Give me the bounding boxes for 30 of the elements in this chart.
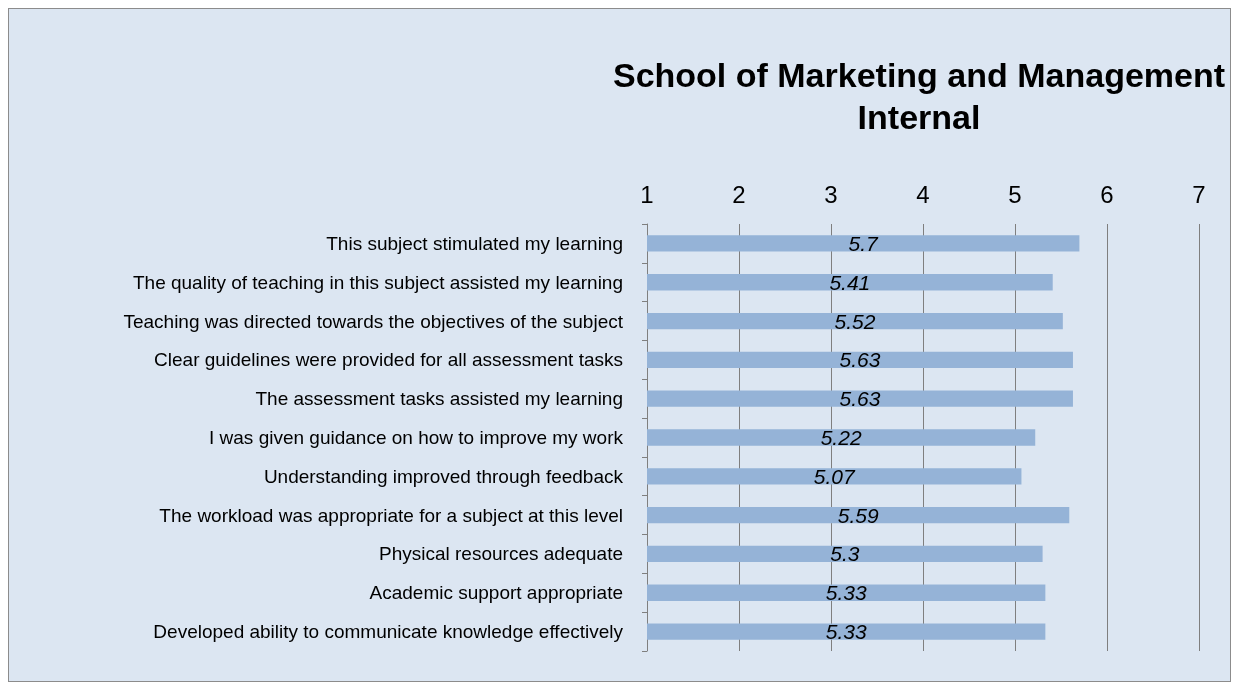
y-tick-label: The workload was appropriate for a subject at this level bbox=[159, 504, 623, 526]
data-label: 5.3 bbox=[830, 542, 860, 566]
data-label: 5.22 bbox=[820, 426, 862, 449]
y-tick-label: Academic support appropriate bbox=[369, 582, 623, 604]
x-tick-label: 2 bbox=[732, 180, 746, 208]
data-label: 5.33 bbox=[825, 620, 867, 644]
x-tick-label: 5 bbox=[1008, 180, 1022, 208]
y-tick-label: I was given guidance on how to improve my work bbox=[209, 427, 624, 448]
y-tick-label: Developed ability to communicate knowledge effectively bbox=[153, 621, 624, 643]
y-tick-label: Understanding improved through feedback bbox=[263, 465, 624, 487]
data-label: 5.33 bbox=[825, 581, 867, 605]
y-tick-label: Physical resources adequate bbox=[379, 543, 623, 565]
data-label: 5.07 bbox=[813, 464, 856, 488]
data-label: 5.41 bbox=[829, 270, 871, 294]
y-tick-label: Teaching was directed towards the objectives of the subject bbox=[123, 310, 624, 332]
x-tick-label: 7 bbox=[1192, 180, 1206, 208]
x-tick-label: 4 bbox=[916, 180, 930, 208]
data-label: 5.63 bbox=[839, 387, 881, 411]
y-tick-label: Clear guidelines were provided for all assessment tasks bbox=[154, 349, 623, 371]
data-label: 5.63 bbox=[839, 348, 881, 372]
x-tick-label: 6 bbox=[1100, 180, 1114, 208]
y-tick-label: This subject stimulated my learning bbox=[326, 232, 623, 254]
y-tick-label: The quality of teaching in this subject assisted my learning bbox=[132, 271, 623, 293]
chart-title: School of Marketing and Management Internal bbox=[612, 56, 1226, 136]
data-label: 5.59 bbox=[837, 503, 879, 527]
data-label: 5.7 bbox=[848, 231, 880, 255]
x-tick-label: 3 bbox=[824, 180, 838, 208]
x-tick-label: 1 bbox=[640, 180, 654, 208]
data-label: 5.52 bbox=[834, 309, 876, 333]
y-tick-label: The assessment tasks assisted my learning bbox=[255, 388, 623, 410]
